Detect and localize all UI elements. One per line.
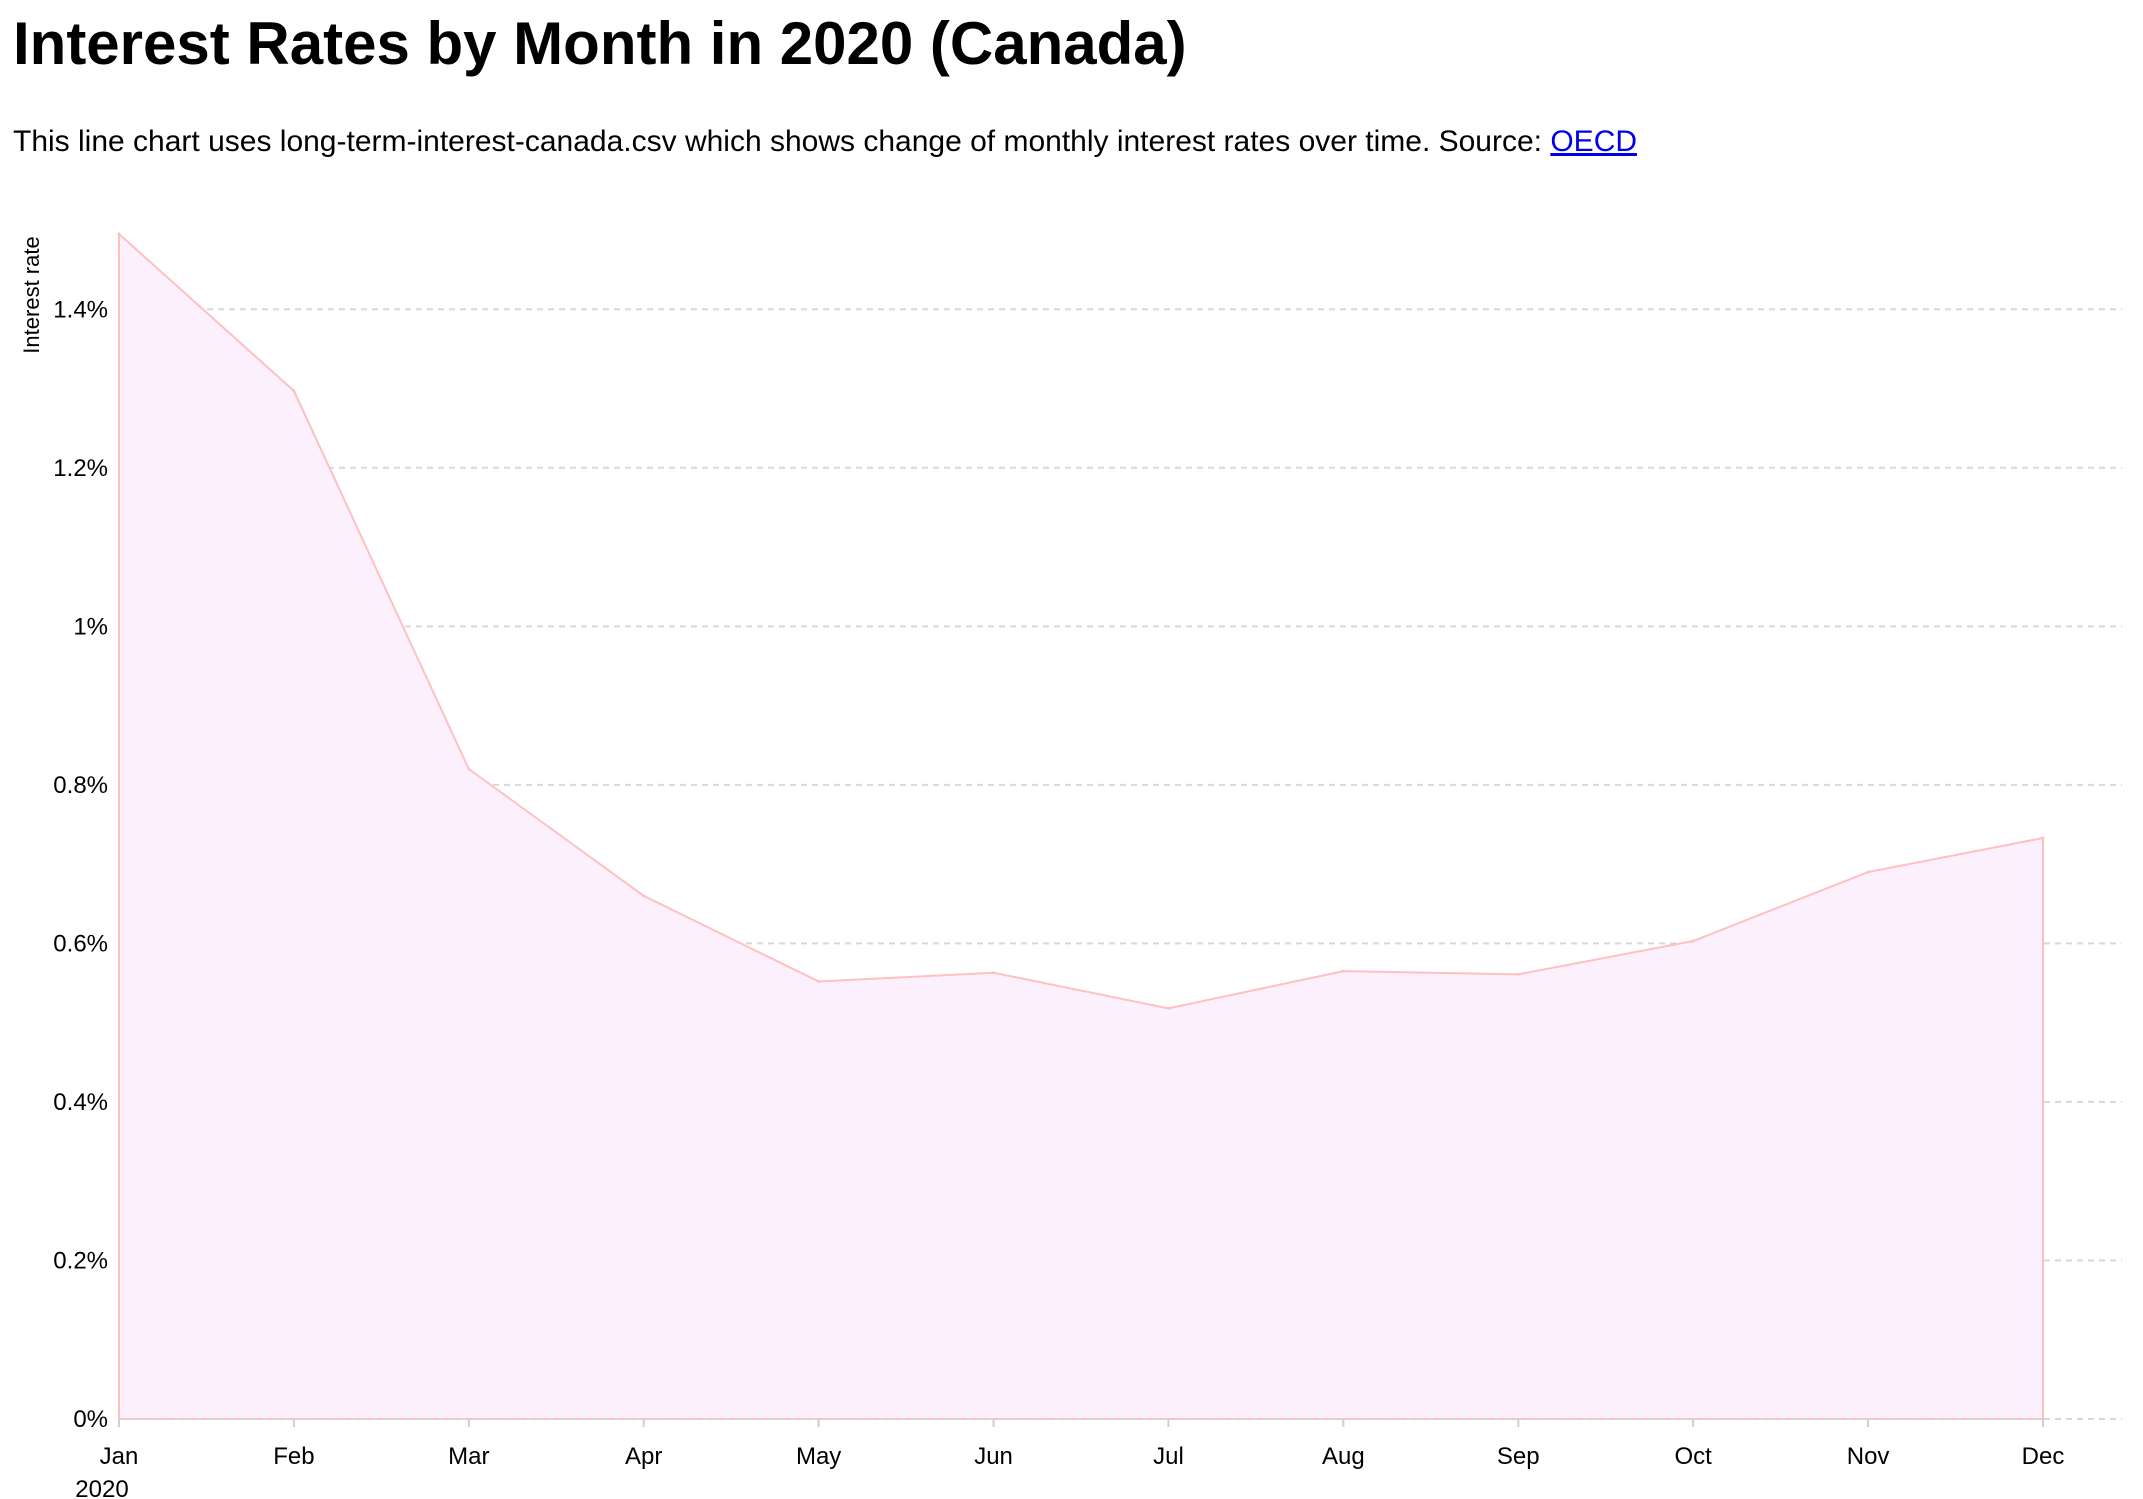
y-axis: 0% 0.2% 0.4% 0.6% 0.8% 1% 1.2% 1.4% Interest rat…	[19, 236, 108, 1433]
data-point-apr	[642, 894, 646, 898]
x-axis: Jan Feb Mar Apr May Jun Jul Aug Sep Oct Nov Dec 2020	[75, 1418, 2122, 1499]
x-tick-label: Dec	[2022, 1443, 2065, 1470]
x-tick-label: Sep	[1497, 1443, 1540, 1470]
y-tick-label: 0.2%	[53, 1247, 108, 1274]
data-point-jul	[1166, 1006, 1170, 1010]
y-tick-label: 1%	[73, 613, 108, 640]
data-point-sep	[1516, 972, 1520, 976]
data-point-feb	[292, 389, 296, 393]
area-series	[118, 231, 2044, 1420]
y-tick-label: 1.2%	[53, 455, 108, 482]
x-tick-label: Aug	[1322, 1443, 1365, 1470]
y-axis-title: Interest rate	[19, 236, 44, 353]
x-tick-label: Jan	[100, 1443, 139, 1470]
data-point-dec	[2041, 836, 2045, 840]
y-tick-label: 0.8%	[53, 772, 108, 799]
x-year-label: 2020	[75, 1476, 128, 1499]
x-tick-label: Nov	[1847, 1443, 1890, 1470]
data-point-jun	[992, 971, 996, 975]
x-tick-label: Apr	[625, 1443, 662, 1470]
x-tick-label: Oct	[1675, 1443, 1713, 1470]
x-tick-label: May	[796, 1443, 841, 1470]
data-point-may	[817, 979, 821, 983]
x-tick-label: Jun	[974, 1443, 1013, 1470]
data-point-oct	[1691, 939, 1695, 943]
description-text: This line chart uses long-term-interest-…	[13, 125, 1551, 158]
chart-description: This line chart uses long-term-interest-…	[13, 122, 1637, 162]
x-tick-label: Mar	[448, 1443, 489, 1470]
data-point-jan	[117, 232, 121, 236]
data-point-nov	[1866, 870, 1870, 874]
data-point-mar	[467, 767, 471, 771]
y-tick-label: 0.4%	[53, 1089, 108, 1116]
page-title: Interest Rates by Month in 2020 (Canada)	[13, 10, 1187, 77]
x-tick-label: Jul	[1153, 1443, 1184, 1470]
y-tick-label: 0%	[73, 1406, 108, 1433]
y-tick-label: 1.4%	[53, 296, 108, 323]
source-link-oecd[interactable]: OECD	[1550, 125, 1638, 158]
area-layer	[117, 231, 2045, 1420]
data-point-aug	[1341, 969, 1345, 973]
x-tick-label: Feb	[273, 1443, 314, 1470]
y-tick-label: 0.6%	[53, 930, 108, 957]
